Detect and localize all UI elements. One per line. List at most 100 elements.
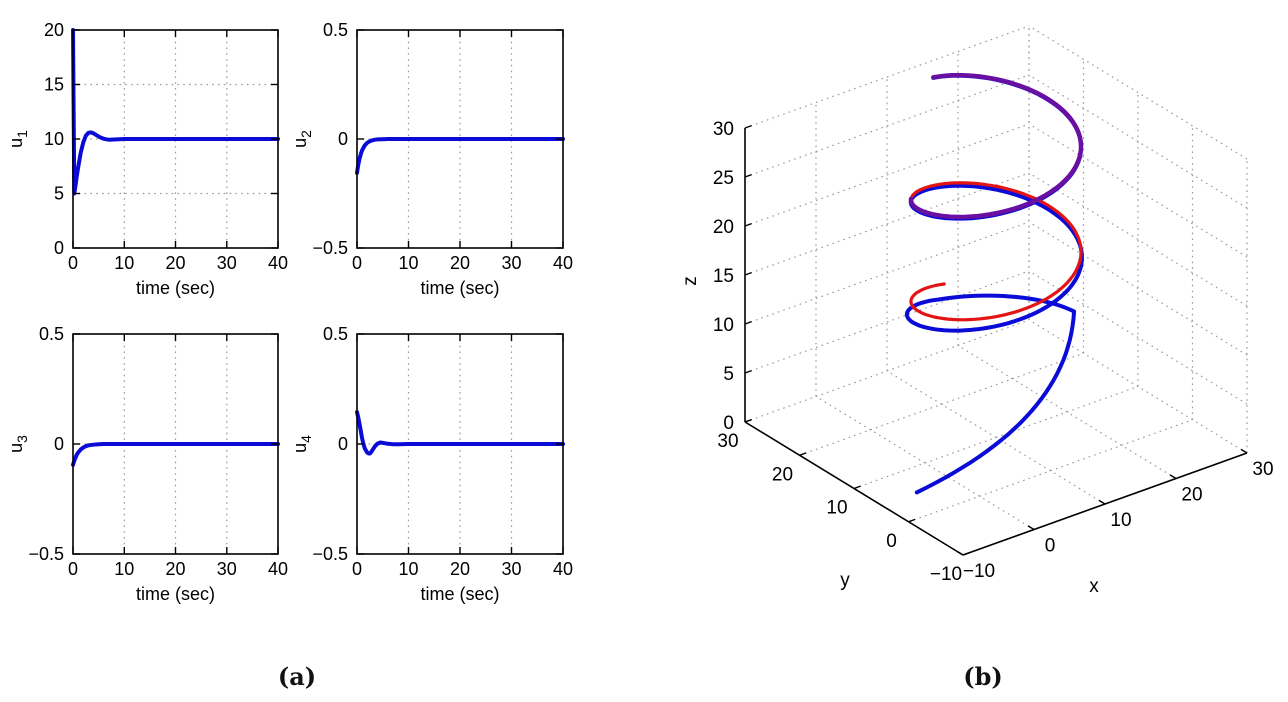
- x-tick-label: 10: [398, 253, 418, 273]
- data-curve-u1: [71, 28, 280, 196]
- z-axis-label: z: [680, 276, 701, 286]
- y-tick: [799, 452, 807, 456]
- tick-labels: 0 10 20 30 40−0.500.5: [312, 20, 573, 273]
- curve-reference-helix: [909, 73, 1083, 322]
- y-tick-label: −10: [930, 564, 962, 585]
- grid-floor-y: [908, 419, 1193, 523]
- y-tick-label: 20: [44, 20, 64, 40]
- z-tick-label: 0: [723, 413, 734, 434]
- x-tick-label: 20: [165, 559, 185, 579]
- z-tick: [744, 124, 752, 129]
- y-axis-label: u4: [290, 435, 314, 453]
- grid-wall-x-horiz: [1028, 25, 1248, 160]
- y-tick-label: 10: [44, 129, 64, 149]
- x-tick-label: −10: [963, 561, 995, 582]
- data-curve-u3: [71, 442, 280, 467]
- x-tick-label: 10: [398, 559, 418, 579]
- y-axis-label: y: [840, 570, 850, 591]
- data-curve-u4: [355, 410, 565, 456]
- y-tick-label: 15: [44, 75, 64, 95]
- x-axis-label: time (sec): [420, 584, 499, 604]
- tick-marks: [72, 29, 279, 249]
- grid-wall-y-horiz: [744, 25, 1030, 129]
- x-tick-label: 30: [217, 253, 237, 273]
- z-tick-label: 30: [713, 119, 734, 140]
- grid-floor-y: [799, 352, 1084, 456]
- y-tick: [853, 485, 861, 490]
- grid-wall-x-horiz: [1028, 123, 1248, 258]
- y-tick: [908, 518, 916, 523]
- x-tick-label: 10: [114, 559, 134, 579]
- z-tick-label: 20: [713, 217, 734, 238]
- y-tick-label: −0.5: [28, 544, 64, 564]
- subplot-u1: 0 10 20 30 40 0 5 10 15 20 time (sec) u1: [6, 20, 288, 298]
- x-axis-label: time (sec): [420, 278, 499, 298]
- z-tick-label: 5: [723, 364, 734, 385]
- x-tick-label: 30: [1252, 459, 1273, 480]
- x-tick-label: 40: [553, 253, 573, 273]
- x-axis-label: x: [1089, 576, 1099, 597]
- caption-a: (a): [277, 662, 317, 691]
- grid: [73, 30, 278, 248]
- tick-marks: [356, 333, 564, 555]
- y-tick-label: 0: [338, 129, 348, 149]
- z-tick: [744, 222, 752, 227]
- tick-labels: 0 10 20 30 40−0.500.5: [28, 324, 288, 579]
- y-tick-label: 0: [54, 434, 64, 454]
- z-tick-label: 25: [713, 168, 734, 189]
- tick-labels: 0 10 20 30 40−0.500.5: [312, 324, 573, 579]
- y-tick-label: 0.5: [323, 324, 348, 344]
- x-tick: [1240, 448, 1248, 454]
- y-axis-label: u1: [6, 130, 30, 148]
- x-tick-label: 40: [268, 253, 288, 273]
- series: [71, 28, 280, 196]
- trajectories-3d: [904, 72, 1084, 495]
- y-tick-label: 10: [826, 498, 847, 519]
- x-tick-label: 40: [553, 559, 573, 579]
- y-tick: [962, 551, 970, 556]
- z-tick: [744, 369, 752, 374]
- x-tick-label: 0: [68, 559, 78, 579]
- grid-wall-y-horiz: [744, 221, 1030, 325]
- x-tick: [1098, 499, 1106, 505]
- z-tick-label: 15: [713, 266, 734, 287]
- x-tick: [1169, 474, 1177, 480]
- y-tick-label: 0: [54, 238, 64, 258]
- y-tick-label: 0.5: [323, 20, 348, 40]
- x-tick-label: 10: [114, 253, 134, 273]
- x-tick-label: 20: [450, 559, 470, 579]
- x-tick-label: 0: [1045, 536, 1056, 557]
- grid-wall-y-horiz: [744, 123, 1030, 227]
- y-tick-label: −0.5: [312, 544, 348, 564]
- grid-wall-x-horiz: [1028, 221, 1248, 356]
- z-tick: [744, 173, 752, 178]
- x-tick-label: 20: [1181, 485, 1202, 506]
- series: [355, 410, 565, 456]
- x-axis-label: time (sec): [136, 278, 215, 298]
- x-tick-label: 10: [1110, 510, 1131, 531]
- grid-wall-x-horiz: [1028, 270, 1248, 405]
- y-tick-label: 20: [772, 464, 793, 485]
- z-tick: [744, 418, 752, 423]
- grid-3d: [744, 25, 1248, 531]
- x-tick-label: 40: [268, 559, 288, 579]
- y-tick-label: 30: [717, 431, 738, 452]
- y-tick-label: 0: [338, 434, 348, 454]
- x-tick-label: 20: [165, 253, 185, 273]
- x-tick-label: 20: [450, 253, 470, 273]
- grid-floor-y: [853, 385, 1139, 490]
- x-tick-label: 30: [501, 253, 521, 273]
- y-axis-label: u3: [6, 435, 30, 453]
- series: [355, 137, 565, 175]
- caption-b: (b): [963, 662, 1003, 691]
- y-tick-label: 5: [54, 184, 64, 204]
- series: [71, 442, 280, 467]
- grid-wall-y-horiz: [744, 270, 1030, 374]
